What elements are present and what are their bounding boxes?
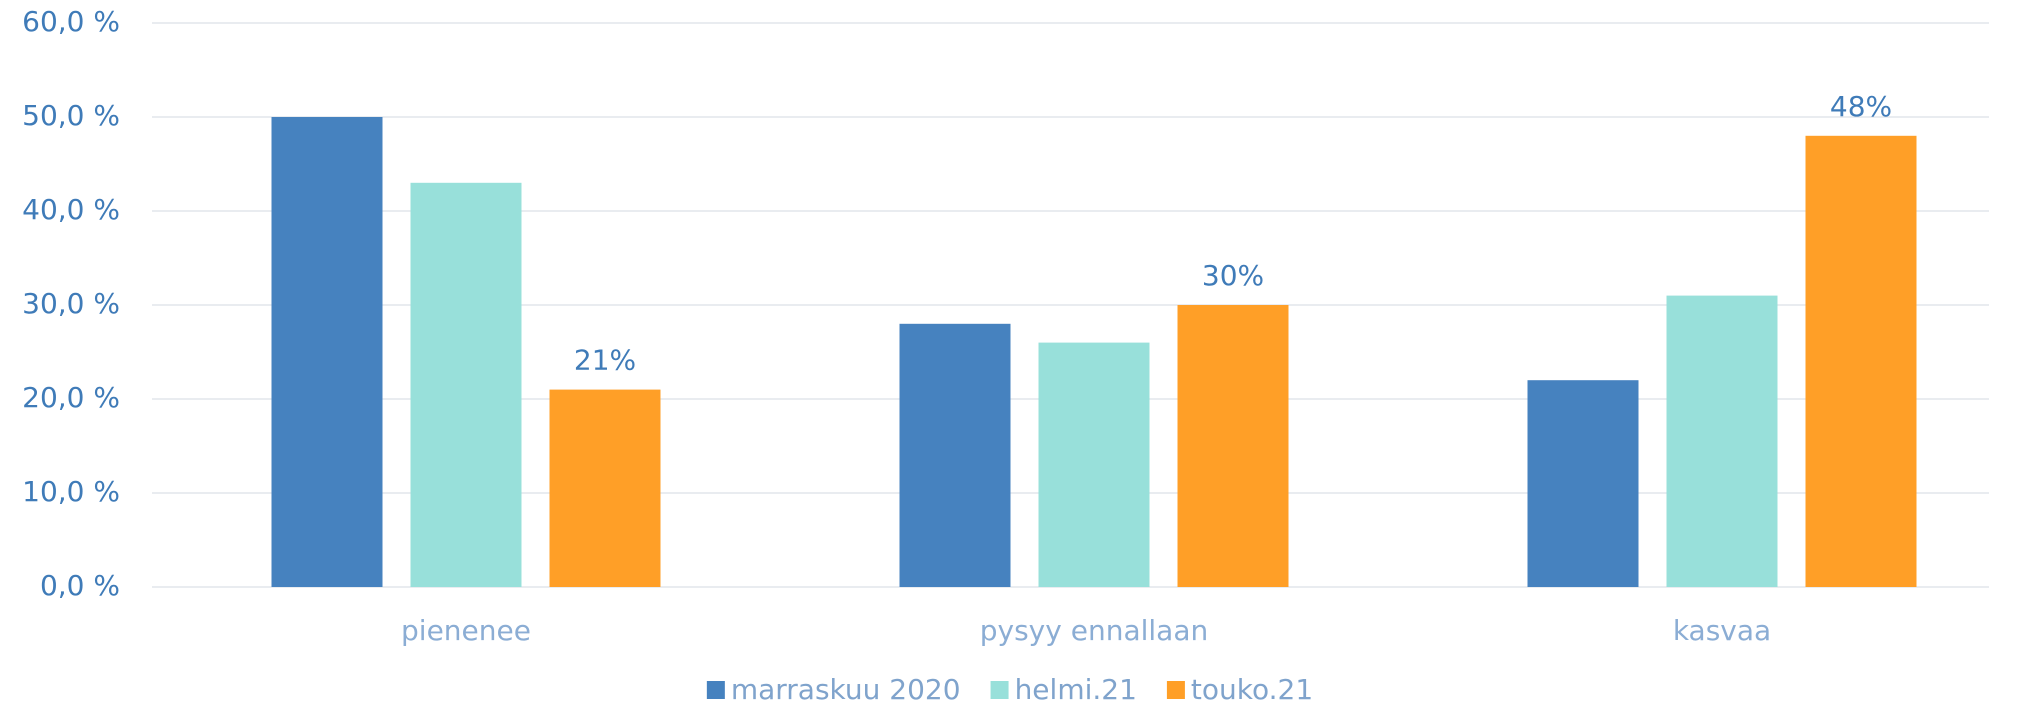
bar (1177, 305, 1289, 587)
data-label: 30% (1202, 259, 1264, 292)
bar (899, 323, 1011, 587)
bar (1038, 342, 1150, 587)
y-tick-label: 30,0 % (22, 287, 120, 320)
legend-label: helmi.21 (1015, 673, 1137, 706)
x-tick-label: kasvaa (1673, 614, 1771, 647)
y-tick-label: 20,0 % (22, 381, 120, 414)
data-label: 48% (1830, 90, 1892, 123)
bar (549, 389, 661, 587)
legend-label: marraskuu 2020 (731, 673, 961, 706)
legend-swatch (990, 681, 1009, 699)
legend-label: touko.21 (1191, 673, 1313, 706)
bar (1805, 135, 1917, 588)
bar (410, 182, 522, 588)
data-label: 21% (574, 344, 636, 377)
legend-swatch (706, 681, 725, 699)
x-tick-label: pienenee (401, 614, 531, 647)
y-tick-label: 10,0 % (22, 475, 120, 508)
y-tick-label: 0,0 % (40, 569, 120, 602)
bar (271, 117, 383, 587)
legend-swatch (1166, 681, 1185, 699)
bar (1666, 295, 1778, 587)
y-tick-label: 60,0 % (22, 5, 120, 38)
y-tick-label: 40,0 % (22, 193, 120, 226)
bar (1527, 380, 1639, 587)
x-tick-label: pysyy ennallaan (980, 614, 1208, 647)
y-tick-label: 50,0 % (22, 99, 120, 132)
